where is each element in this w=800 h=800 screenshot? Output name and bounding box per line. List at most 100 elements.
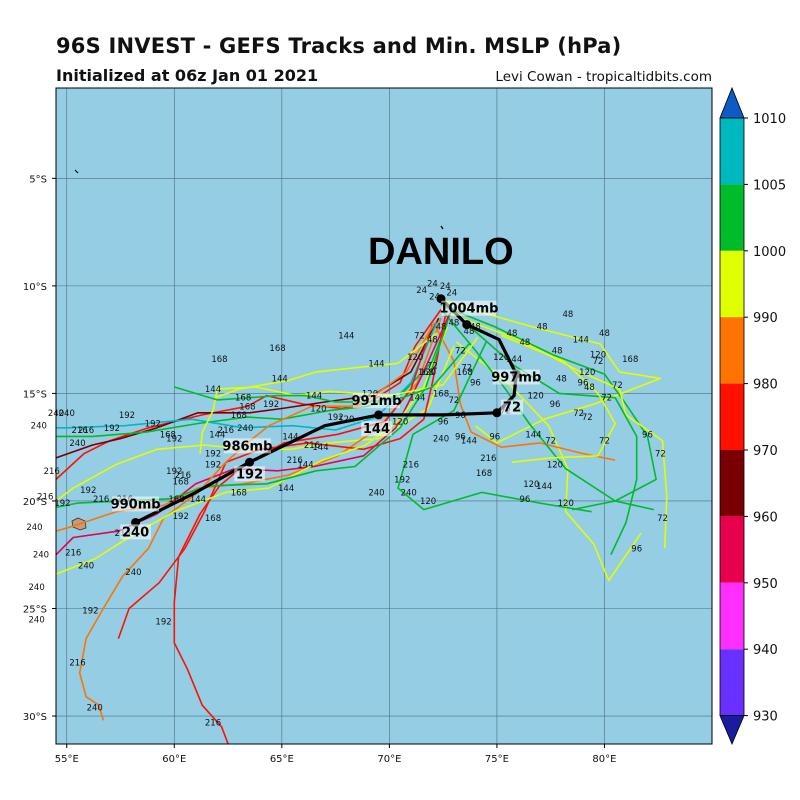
forecast-hour-label: 120 <box>579 368 595 378</box>
forecast-hour-label: 144 <box>409 394 425 404</box>
forecast-hour-label: 168 <box>239 402 255 412</box>
forecast-hour-label: 192 <box>327 413 343 423</box>
forecast-hour-label: 240 <box>237 424 253 434</box>
forecast-hour-label: 168 <box>433 389 449 399</box>
forecast-hour-label: 144 <box>306 392 322 402</box>
label-halo <box>361 421 392 437</box>
colorbar-tick-label: 1005 <box>753 178 786 193</box>
mean-track-point <box>462 320 472 330</box>
forecast-hour-label: 72 <box>599 437 610 447</box>
forecast-hour-label: 192 <box>119 411 135 421</box>
forecast-hour-label: 192 <box>82 607 98 617</box>
forecast-hour-label: 48 <box>584 383 595 393</box>
member-track <box>56 326 449 575</box>
forecast-hour-label: 48 <box>436 323 447 333</box>
colorbar-segment <box>720 516 744 583</box>
colorbar-segment <box>720 250 744 318</box>
colorbar-tick-label: 950 <box>753 577 778 592</box>
y-tick-label: 30°S <box>23 712 47 723</box>
colorbar-segment <box>720 582 744 650</box>
forecast-hour-label: 168 <box>476 469 492 479</box>
colorbar-tick-label: 1000 <box>753 245 786 260</box>
x-tick-label: 60°E <box>162 754 186 765</box>
label-halo <box>120 524 151 540</box>
forecast-hour-label: 48 <box>552 346 563 356</box>
forecast-hour-label: 240 <box>29 583 45 593</box>
forecast-hour-label: 144 <box>205 385 221 395</box>
forecast-hour-label: 192 <box>104 424 120 434</box>
credit-text: Levi Cowan - tropicaltidbits.com <box>495 69 712 85</box>
forecast-hour-label: 96 <box>578 379 589 389</box>
colorbar-tick-label: 960 <box>753 510 778 525</box>
mean-track-label: 72 <box>503 401 521 416</box>
forecast-hour-label: 192 <box>263 400 279 410</box>
member-track <box>174 343 470 403</box>
forecast-hour-label: 72 <box>545 437 556 447</box>
forecast-hour-label: 216 <box>69 658 85 668</box>
colorbar-top-arrow <box>719 86 745 119</box>
mean-track-point <box>245 457 255 467</box>
member-track <box>442 311 655 511</box>
label-halo <box>500 399 524 415</box>
forecast-hour-label: 144 <box>209 430 225 440</box>
forecast-hour-label: 192 <box>54 499 70 509</box>
forecast-hour-label: 48 <box>507 329 518 339</box>
forecast-hour-label: 24 <box>440 282 451 292</box>
forecast-hour-label: 216 <box>72 426 88 436</box>
forecast-hour-label: 216 <box>304 441 320 451</box>
init-time: Initialized at 06z Jan 01 2021 <box>56 66 319 85</box>
forecast-hour-label: 168 <box>205 514 221 524</box>
forecast-hour-label: 240 <box>87 703 103 713</box>
forecast-hour-label: 192 <box>205 460 221 470</box>
forecast-hour-label: 144 <box>461 437 477 447</box>
forecast-hour-label: 168 <box>269 344 285 354</box>
forecast-hour-label: 48 <box>464 327 475 337</box>
forecast-hour-label: 216 <box>44 467 60 477</box>
y-tick-label: 5°S <box>29 174 47 185</box>
map-frame <box>55 87 713 745</box>
forecast-hour-label: 144 <box>525 430 541 440</box>
forecast-hour-label: 240 <box>125 568 141 578</box>
forecast-hour-label: 120 <box>420 497 436 507</box>
forecast-hour-label: 168 <box>622 355 638 365</box>
colorbar-frame <box>719 117 745 716</box>
forecast-hour-label: 72 <box>582 413 593 423</box>
forecast-hour-label: 240 <box>69 439 85 449</box>
forecast-hour-label: 120 <box>407 353 423 363</box>
forecast-hour-label: 216 <box>218 426 234 436</box>
forecast-hour-label: 48 <box>427 336 438 346</box>
forecast-hour-label: 72 <box>593 357 604 367</box>
forecast-hour-label: 168 <box>231 411 247 421</box>
forecast-hour-label: 144 <box>297 460 313 470</box>
forecast-hour-label: 216 <box>78 426 94 436</box>
longitude-axis: 55°E 60°E 65°E 70°E 75°E 80°E <box>55 744 616 765</box>
forecast-hour-label: 96 <box>631 544 642 554</box>
forecast-hour-label: 168 <box>457 368 473 378</box>
forecast-hour-label: 144 <box>338 331 354 341</box>
forecast-hour-label: 240 <box>433 435 449 445</box>
mean-track-label: 997mb <box>491 371 541 386</box>
colorbar-tick-label: 990 <box>753 311 778 326</box>
forecast-hour-label: 240 <box>33 551 49 561</box>
member-track <box>199 337 479 454</box>
forecast-hour-label: 120 <box>558 499 574 509</box>
forecast-hour-label: 120 <box>310 404 326 414</box>
x-tick-label: 55°E <box>55 754 79 765</box>
forecast-hour-label: 24 <box>427 280 438 290</box>
forecast-hour-label: 192 <box>166 467 182 477</box>
forecast-hour-label: 192 <box>80 486 96 496</box>
forecast-hour-label: 192 <box>155 617 171 627</box>
member-track <box>449 313 668 549</box>
forecast-hour-label: 48 <box>519 338 530 348</box>
forecast-hour-label: 48 <box>448 318 459 328</box>
forecast-hour-label: 216 <box>37 493 53 503</box>
small-island <box>440 225 444 230</box>
forecast-hour-label: 72 <box>655 450 666 460</box>
forecast-hour-label: 240 <box>59 409 75 419</box>
forecast-hour-label: 168 <box>231 488 247 498</box>
y-tick-label: 20°S <box>23 497 47 508</box>
forecast-hour-label: 96 <box>519 495 530 505</box>
forecast-hour-label: 72 <box>461 364 472 374</box>
